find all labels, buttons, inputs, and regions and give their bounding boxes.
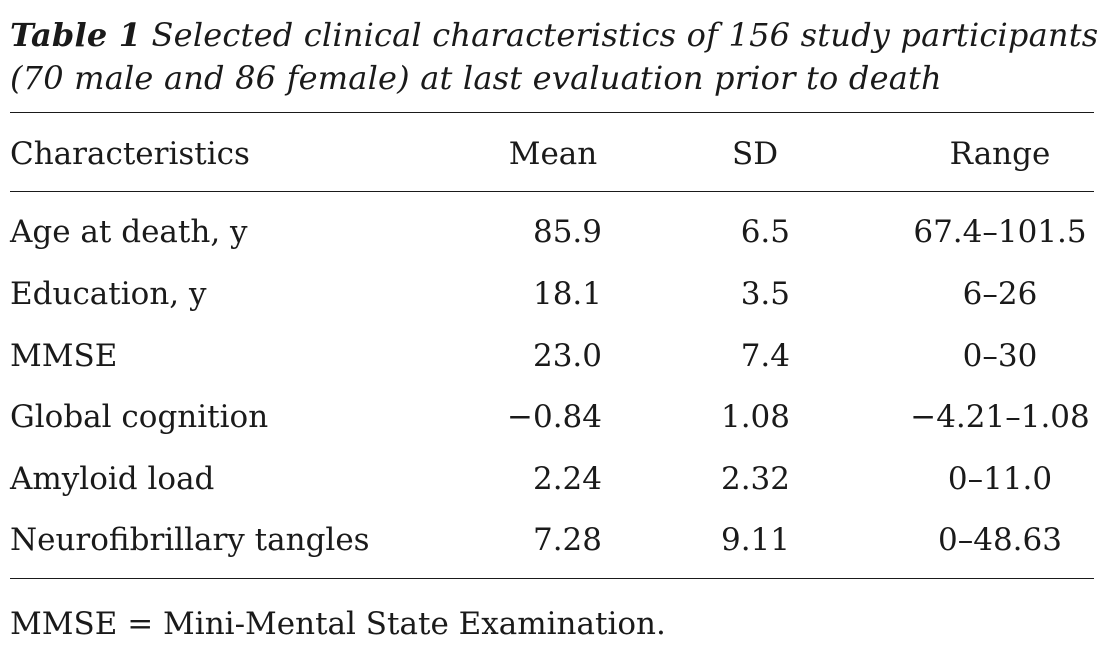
- table-top-rule: [10, 112, 1094, 113]
- row-sd: 6.5: [740, 214, 790, 250]
- caption-line-1: Table 1 Selected clinical characteristic…: [10, 14, 1099, 57]
- row-mean: 85.9: [532, 214, 602, 250]
- row-sd: 2.32: [720, 461, 790, 497]
- column-header-mean: Mean: [508, 136, 598, 172]
- table-label: Table 1: [10, 16, 142, 54]
- table-header-rule: [10, 191, 1094, 192]
- row-mean: 18.1: [532, 276, 602, 312]
- row-mean: 2.24: [532, 461, 602, 497]
- row-range: 0–48.63: [938, 522, 1062, 558]
- row-characteristic: Global cognition: [10, 399, 269, 435]
- table-bottom-rule: [10, 578, 1094, 579]
- row-characteristic: Age at death, y: [10, 214, 248, 250]
- row-mean: 23.0: [532, 338, 602, 374]
- row-range: 0–11.0: [947, 461, 1053, 497]
- caption-title-part-1: Selected clinical characteristics of 156…: [141, 16, 1099, 54]
- column-header-characteristics: Characteristics: [10, 136, 250, 172]
- row-characteristic: Education, y: [10, 276, 207, 312]
- row-sd: 1.08: [720, 399, 790, 435]
- caption-line-2: (70 male and 86 female) at last evaluati…: [10, 59, 942, 97]
- row-characteristic: MMSE: [10, 338, 118, 374]
- row-sd: 7.4: [740, 338, 790, 374]
- row-characteristic: Amyloid load: [10, 461, 215, 497]
- column-header-sd: SD: [731, 136, 779, 172]
- row-range: 67.4–101.5: [913, 214, 1087, 250]
- row-sd: 3.5: [740, 276, 790, 312]
- table-footnote: MMSE = Mini-Mental State Examination.: [10, 606, 666, 642]
- row-mean: −0.84: [507, 399, 602, 435]
- row-sd: 9.11: [720, 522, 790, 558]
- row-characteristic: Neurofibrillary tangles: [10, 522, 370, 558]
- table-caption: Table 1 Selected clinical characteristic…: [10, 14, 1099, 100]
- row-range: 6–26: [962, 276, 1038, 312]
- column-header-range: Range: [949, 136, 1051, 172]
- row-range: 0–30: [962, 338, 1038, 374]
- row-mean: 7.28: [532, 522, 602, 558]
- row-range: −4.21–1.08: [910, 399, 1090, 435]
